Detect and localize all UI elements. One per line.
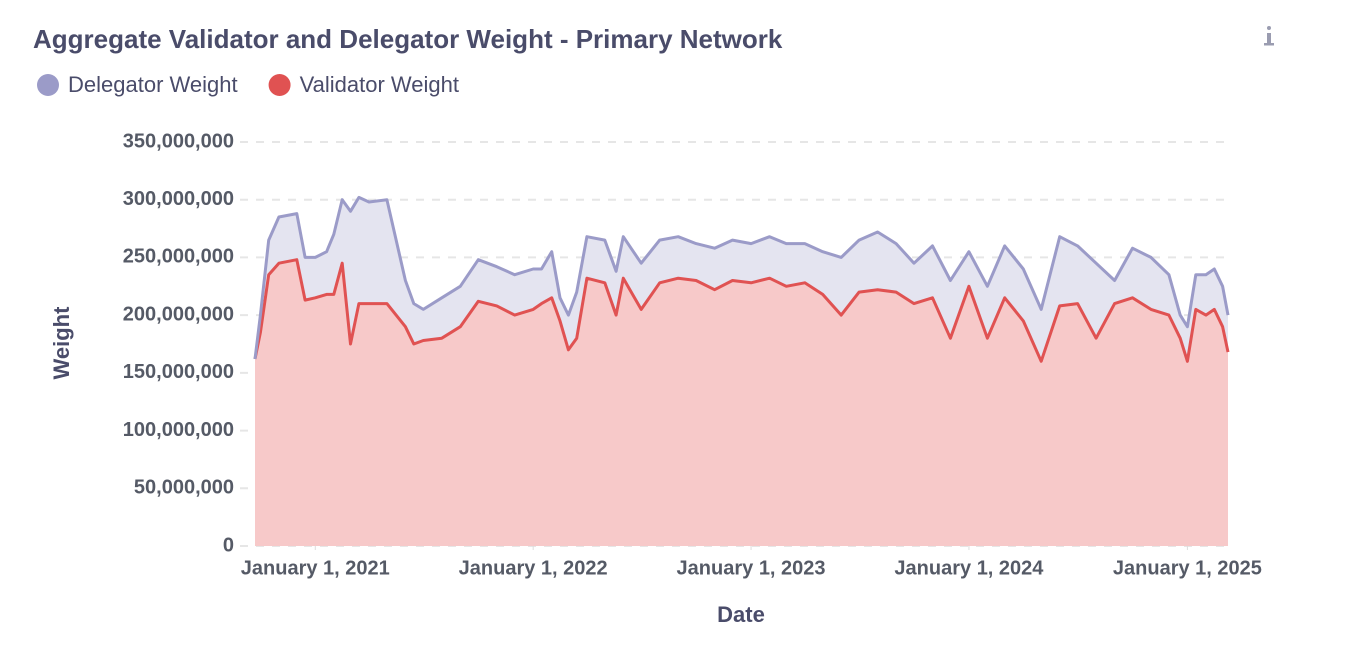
line [253, 195, 1230, 360]
info-icon[interactable] [1264, 26, 1274, 46]
x-axis-label: Date [717, 602, 765, 627]
x-tick-label: January 1, 2023 [677, 557, 826, 579]
line [253, 258, 1230, 363]
x-tick-label: January 1, 2024 [894, 557, 1044, 579]
y-tick-label: 50,000,000 [134, 477, 234, 499]
y-tick-label: 200,000,000 [123, 303, 234, 325]
x-tick-label: January 1, 2025 [1113, 557, 1262, 579]
y-tick-label: 100,000,000 [123, 419, 234, 441]
y-tick-label: 250,000,000 [123, 246, 234, 268]
y-tick-label: 350,000,000 [123, 130, 234, 152]
legend-label: Delegator Weight [68, 72, 238, 97]
chart-title: Aggregate Validator and Delegator Weight… [33, 24, 783, 54]
y-tick-label: 300,000,000 [123, 188, 234, 210]
y-axis-label: Weight [49, 306, 74, 380]
y-tick-label: 0 [223, 534, 234, 556]
legend-marker [268, 74, 291, 96]
y-tick-label: 150,000,000 [123, 361, 234, 383]
legend-marker [37, 74, 59, 96]
x-tick-label: January 1, 2022 [459, 557, 608, 579]
area [255, 197, 1228, 362]
legend: Delegator Weight Validator Weight [37, 72, 459, 97]
x-tick-label: January 1, 2021 [241, 557, 390, 579]
legend-label: Validator Weight [300, 72, 459, 97]
